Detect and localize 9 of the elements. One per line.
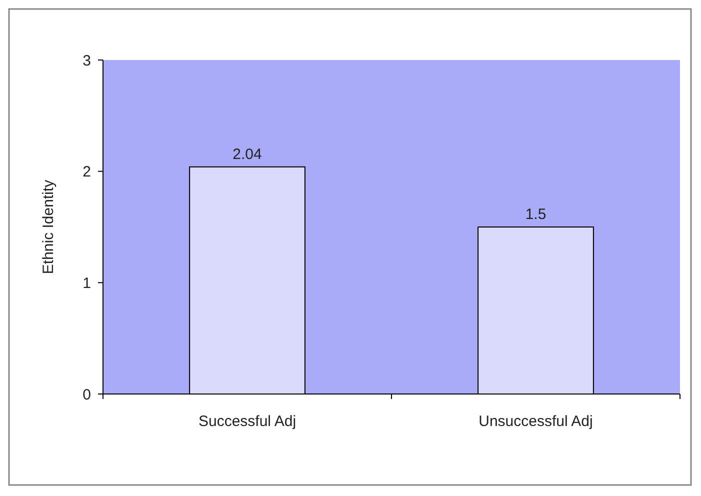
- y-tick-label: 3: [82, 52, 91, 70]
- y-axis-title: Ethnic Identity: [40, 179, 57, 274]
- x-tick-label: Unsuccessful Adj: [478, 413, 593, 430]
- data-label: 1.5: [525, 206, 546, 223]
- x-tick-label: Successful Adj: [198, 413, 296, 430]
- y-tick-label: 0: [82, 386, 91, 404]
- y-tick-label: 1: [82, 274, 91, 292]
- data-label: 2.04: [232, 146, 262, 163]
- y-tick-label: 2: [82, 164, 91, 181]
